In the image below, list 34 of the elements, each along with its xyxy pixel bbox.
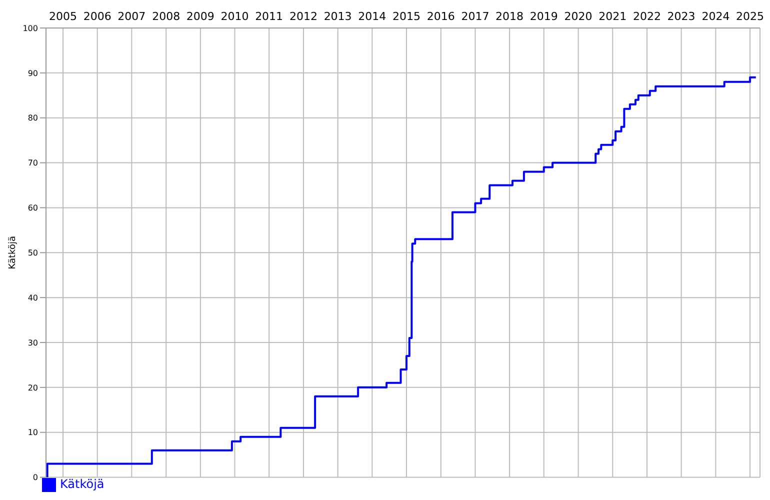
- y-tick-label: 10: [28, 428, 38, 438]
- x-tick-label: 2023: [667, 10, 696, 23]
- x-tick-label: 2021: [598, 10, 627, 23]
- y-tick-label: 40: [28, 293, 38, 302]
- x-tick-label: 2014: [358, 10, 386, 23]
- y-tick-label: 30: [28, 338, 38, 348]
- x-tick-label: 2019: [530, 10, 558, 23]
- x-tick-label: 2024: [702, 10, 730, 23]
- x-tick-label: 2010: [220, 10, 249, 23]
- y-tick-label: 0: [32, 473, 38, 482]
- x-tick-label: 2008: [152, 10, 180, 23]
- x-tick-label: 2009: [186, 10, 214, 23]
- x-tick-label: 2013: [324, 10, 352, 23]
- x-tick-label: 2025: [736, 10, 764, 23]
- x-tick-label: 2005: [49, 10, 78, 23]
- x-tick-label: 2022: [632, 10, 661, 23]
- x-tick-label: 2020: [564, 10, 592, 23]
- x-tick-label: 2017: [461, 10, 490, 23]
- y-tick-label: 20: [28, 383, 38, 392]
- y-tick-label: 70: [28, 158, 38, 168]
- x-tick-label: 2012: [290, 10, 318, 23]
- y-tick-label: 100: [22, 24, 38, 33]
- x-tick-label: 2015: [392, 10, 420, 23]
- x-tick-label: 2016: [426, 10, 455, 23]
- y-tick-label: 90: [28, 68, 38, 78]
- x-tick-label: 2006: [83, 10, 112, 23]
- x-tick-label: 2018: [496, 10, 524, 23]
- y-axis-title: Kätköjä: [8, 236, 18, 270]
- y-tick-label: 50: [28, 248, 38, 258]
- x-tick-label: 2007: [118, 10, 146, 23]
- legend-label: Kätköjä: [60, 477, 104, 492]
- y-tick-label: 60: [28, 204, 38, 213]
- x-tick-label: 2011: [255, 10, 284, 23]
- y-tick-label: 80: [28, 114, 38, 123]
